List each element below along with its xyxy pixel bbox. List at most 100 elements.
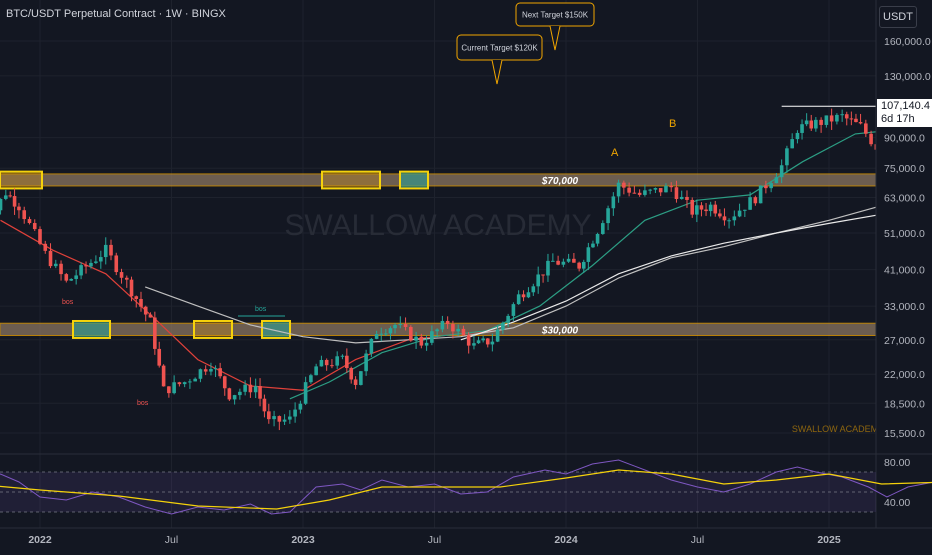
candle-body (486, 338, 490, 344)
time-tick-label: Jul (428, 534, 441, 546)
price-tick-label: 15,500.0 (884, 428, 925, 440)
zone-highlight-box (0, 172, 42, 189)
candle-body (840, 114, 844, 115)
candle-body (441, 321, 445, 330)
candle-body (462, 329, 466, 335)
candle-body (272, 416, 276, 419)
candle-body (409, 327, 413, 341)
time-tick-label: Jul (165, 534, 178, 546)
time-tick-label: 2025 (817, 534, 841, 546)
bos-label: bos (255, 306, 267, 313)
candle-body (8, 195, 12, 196)
candle-body (139, 299, 143, 307)
candle-body (249, 385, 253, 393)
candle-body (435, 329, 439, 331)
candle-body (675, 187, 679, 199)
price-tick-label: 75,000.0 (884, 163, 925, 175)
candle-body (267, 411, 271, 419)
candle-body (551, 261, 555, 262)
candle-body (314, 366, 318, 375)
candle-body (130, 280, 134, 297)
candle-body (835, 115, 839, 122)
time-tick-label: Jul (691, 534, 704, 546)
candle-body (430, 331, 434, 343)
candle-body (359, 371, 363, 385)
candle-body (228, 388, 232, 399)
grid-lines (0, 0, 932, 528)
candle-body (54, 264, 58, 266)
current-target-callout: Current Target $120K (457, 35, 542, 84)
candle-body (379, 334, 383, 335)
candle-body (864, 123, 868, 133)
candle-body (349, 368, 353, 379)
candle-body (809, 121, 813, 129)
candle-body (850, 118, 854, 119)
candle-body (364, 354, 368, 372)
rsi-tick-label: 40.00 (884, 497, 910, 509)
scenario-a-label: A (611, 147, 619, 159)
price-tick-label: 27,000.0 (884, 335, 925, 347)
candle-body (704, 210, 708, 211)
candle-body (695, 205, 699, 214)
candle-body (775, 177, 779, 183)
candle-body (120, 272, 124, 278)
candle-body (690, 200, 694, 215)
zone-highlight-box (262, 321, 290, 338)
zone-highlight-box (400, 172, 428, 189)
candle-body (22, 210, 26, 219)
price-tick-label: 90,000.0 (884, 133, 925, 145)
candle-body (612, 196, 616, 208)
candle-body (527, 292, 531, 297)
candle-body (79, 265, 83, 275)
price-tick-label: 51,000.0 (884, 228, 925, 240)
candle-body (532, 286, 536, 292)
price-tick-label: 63,000.0 (884, 193, 925, 205)
zone-highlight-box (73, 321, 110, 338)
price-tick-label: 41,000.0 (884, 265, 925, 277)
candle-body (472, 343, 476, 345)
candle-body (293, 410, 297, 417)
zone-label: $70,000 (541, 176, 579, 187)
candle-body (99, 257, 103, 261)
candle-body (790, 139, 794, 148)
support-zone (0, 323, 876, 335)
candle-body (481, 338, 485, 340)
candle-body (819, 120, 823, 125)
candle-body (204, 369, 208, 371)
candle-body (144, 307, 148, 315)
candle-body (188, 381, 192, 382)
candle-body (178, 382, 182, 384)
candle-body (0, 199, 2, 210)
candle-body (854, 119, 858, 122)
candle-body (859, 122, 863, 123)
candle-body (456, 329, 460, 332)
candle-body (114, 255, 118, 272)
candle-body (109, 245, 113, 256)
candle-body (713, 205, 717, 214)
candle-body (669, 186, 673, 187)
candle-body (680, 197, 684, 199)
candle-body (869, 134, 873, 144)
currency-selector[interactable]: USDT (879, 6, 917, 28)
watermark: SWALLOW ACADEMY (284, 209, 591, 242)
candle-body (69, 279, 73, 281)
candle-body (659, 188, 663, 192)
candle-body (759, 185, 763, 203)
candle-body (587, 247, 591, 262)
time-tick-label: 2022 (28, 534, 52, 546)
candle-body (167, 386, 171, 393)
candle-body (183, 382, 187, 384)
candle-body (149, 315, 153, 318)
candle-body (582, 262, 586, 269)
candle-body (546, 261, 550, 276)
candle-body (577, 263, 581, 269)
scenario-b-label: B (669, 118, 676, 130)
candle-body (606, 208, 610, 223)
candle-body (700, 205, 704, 209)
candle-body (648, 190, 652, 191)
candle-body (727, 220, 731, 221)
candle-body (769, 183, 773, 188)
price-candles (0, 83, 932, 431)
candle-body (309, 375, 313, 382)
